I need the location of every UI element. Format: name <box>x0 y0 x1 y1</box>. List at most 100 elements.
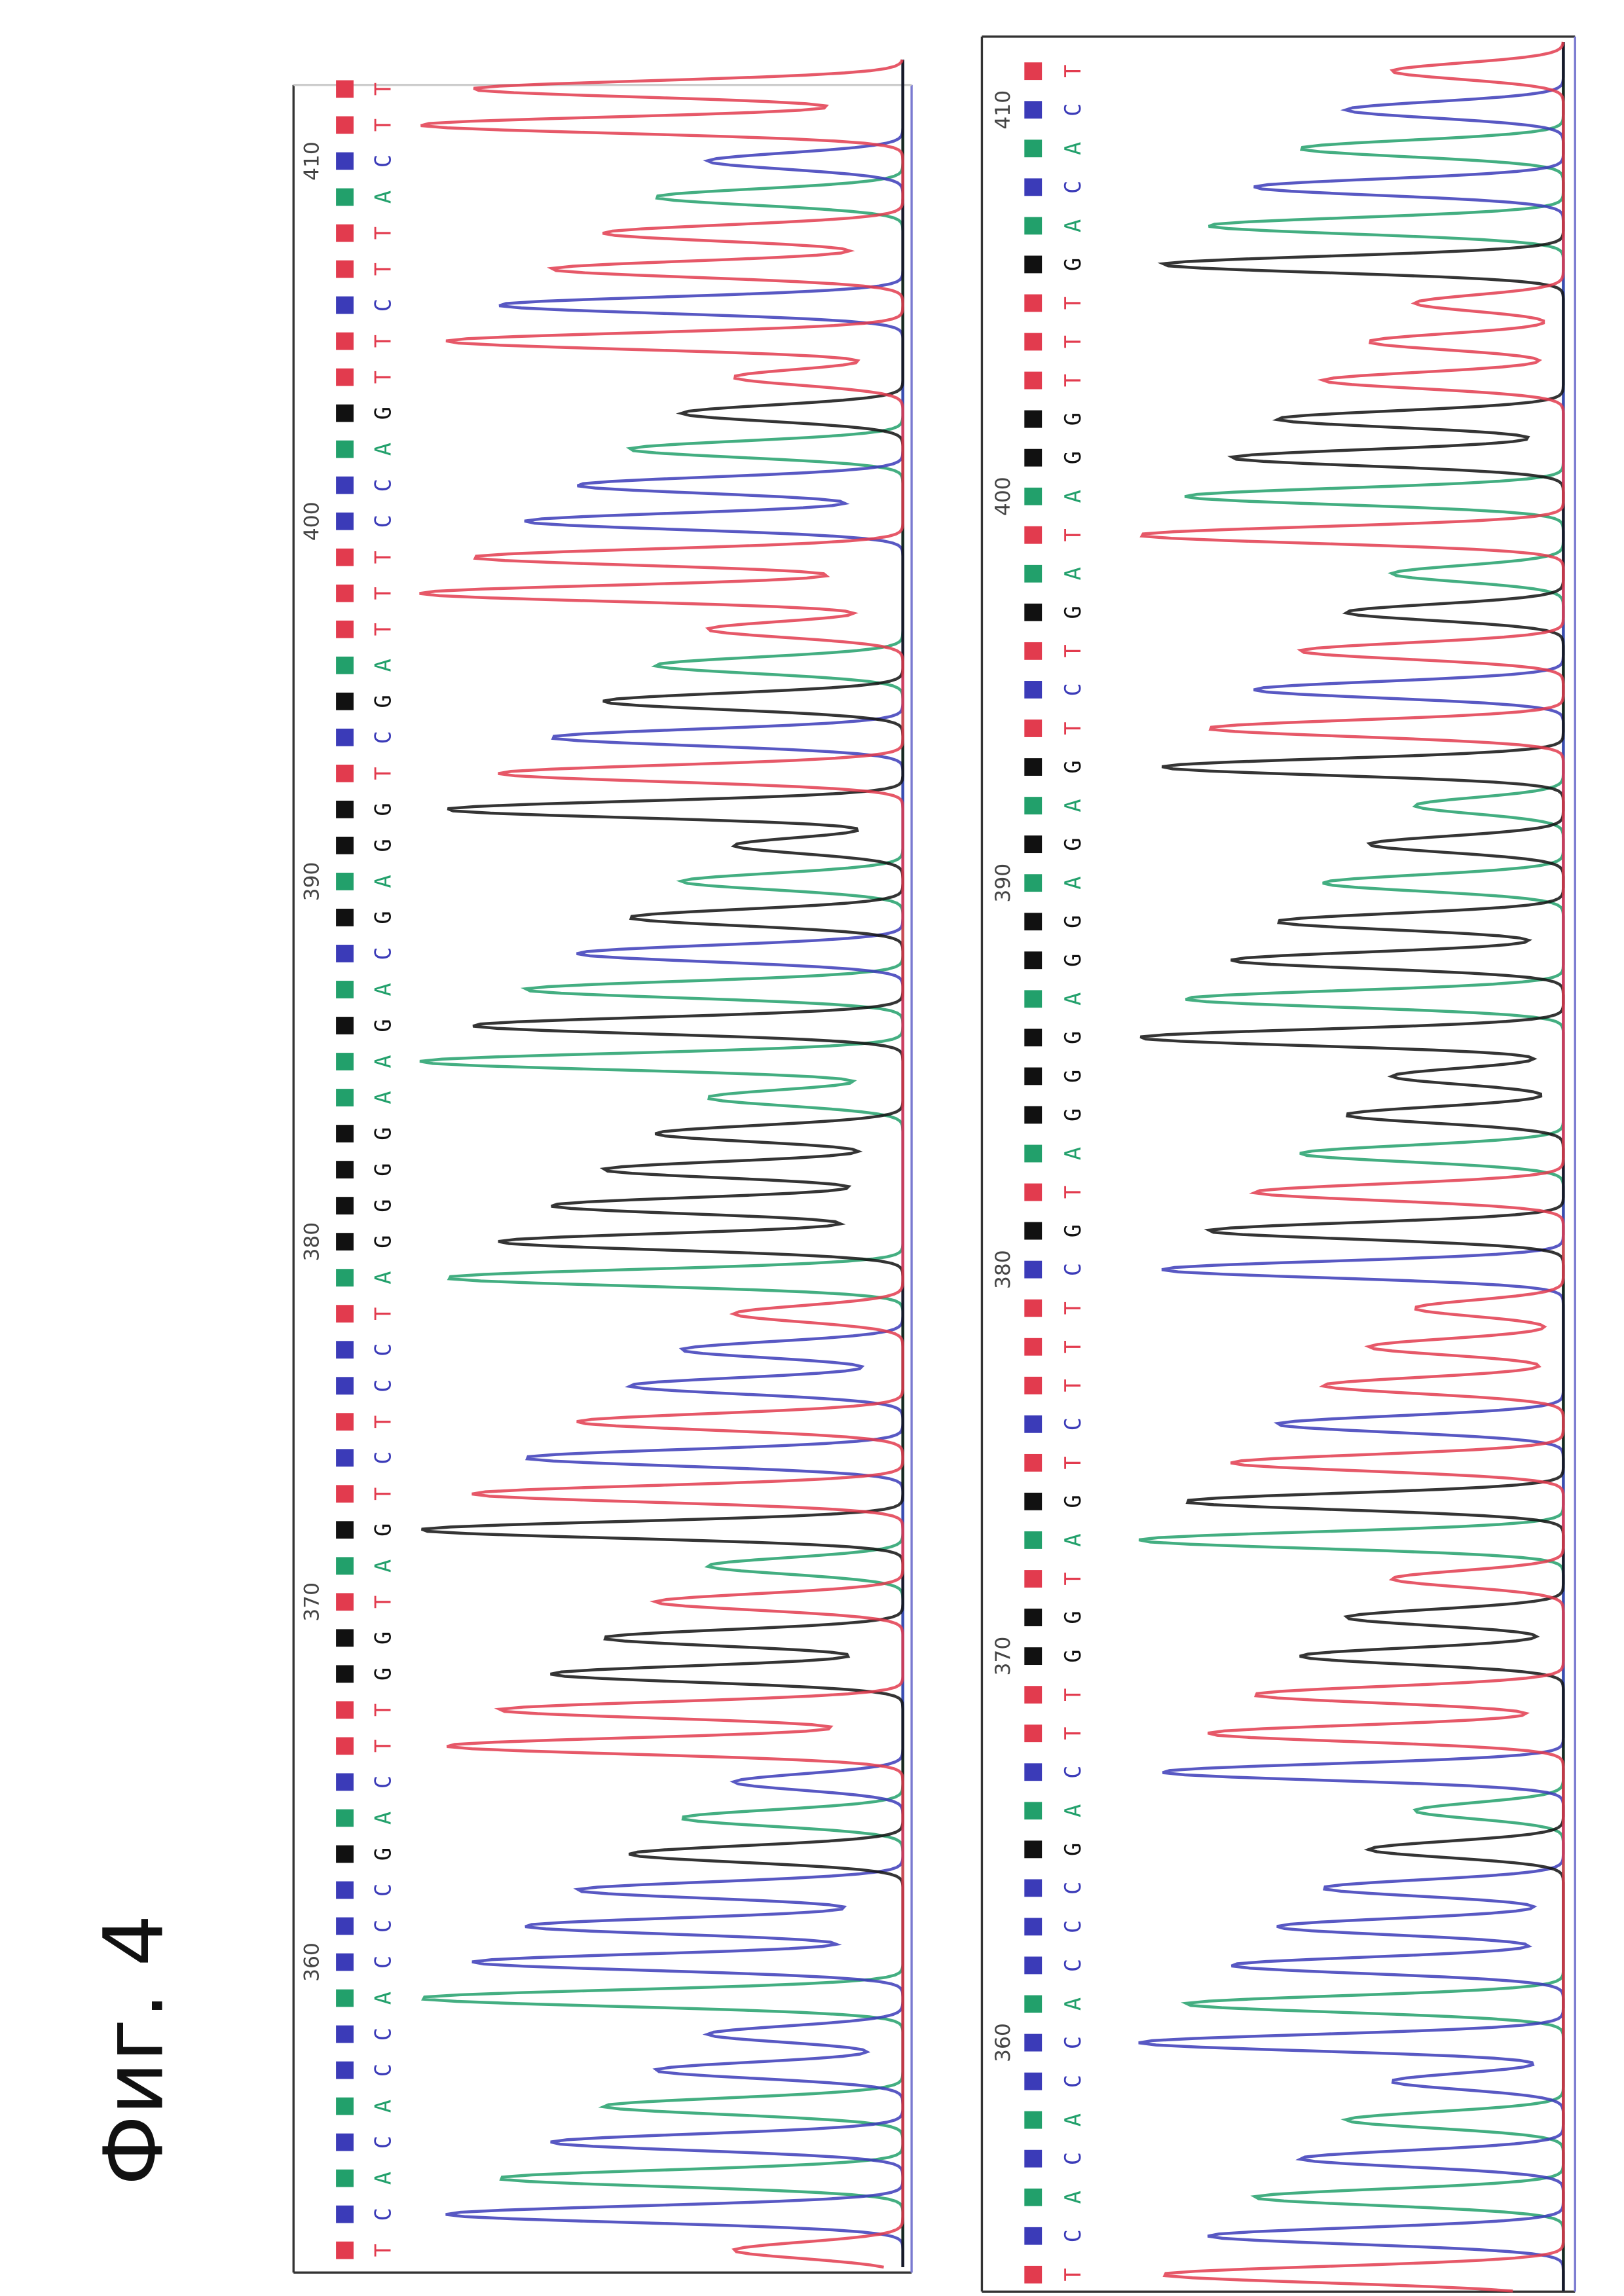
base-letter: T <box>370 623 396 636</box>
base-letter: G <box>370 1631 396 1645</box>
base-marker <box>336 2062 354 2079</box>
base-letter: C <box>370 2064 396 2077</box>
base-letter: G <box>1060 1495 1086 1508</box>
base-marker <box>336 945 354 962</box>
base-letter: A <box>370 659 396 672</box>
chromatogram-panel: 360370380390400410TCACACCACCCGACTTGGTAGT… <box>991 42 1563 2291</box>
base-marker <box>1024 1686 1042 1704</box>
base-letter: T <box>370 551 396 564</box>
base-marker <box>336 189 354 206</box>
page: Фиг. 4 360370380390400410TCACACCACCCGACT… <box>0 0 1624 2296</box>
base-marker <box>336 1449 354 1467</box>
base-marker <box>1024 2189 1042 2206</box>
base-letter: T <box>370 1704 396 1717</box>
base-marker <box>336 477 354 494</box>
base-marker <box>336 1269 354 1286</box>
base-letter: G <box>370 1848 396 1861</box>
base-marker <box>336 765 354 782</box>
base-letter: G <box>370 911 396 924</box>
base-letter: C <box>1060 103 1086 117</box>
base-marker <box>336 2026 354 2043</box>
base-letter: T <box>370 1487 396 1501</box>
base-marker <box>336 1233 354 1250</box>
base-letter: T <box>1060 374 1086 387</box>
base-letter: A <box>1060 1147 1086 1160</box>
base-marker <box>336 729 354 746</box>
base-marker <box>336 513 354 530</box>
position-label: 380 <box>991 1250 1015 1289</box>
base-letter: C <box>1060 1920 1086 1933</box>
position-label: 400 <box>300 501 323 541</box>
base-marker <box>336 1161 354 1178</box>
base-marker <box>1024 2073 1042 2090</box>
base-marker <box>1024 1029 1042 1046</box>
chromatogram-panel: 360370380390400410TCACACCACCCGACTTGGTAGT… <box>300 60 902 2267</box>
base-marker <box>1024 2227 1042 2245</box>
base-marker <box>1024 720 1042 737</box>
base-marker <box>1024 951 1042 969</box>
figure-label: Фиг. 4 <box>86 1914 182 2185</box>
base-letter: T <box>1060 1688 1086 1702</box>
base-marker <box>336 1701 354 1719</box>
base-letter: C <box>370 1343 396 1357</box>
base-marker <box>336 153 354 170</box>
base-marker <box>336 909 354 926</box>
base-marker <box>336 2170 354 2187</box>
base-marker <box>1024 1724 1042 1742</box>
base-marker <box>336 441 354 458</box>
base-letter: T <box>370 767 396 780</box>
base-letter: T <box>370 263 396 276</box>
base-letter: T <box>1060 1727 1086 1740</box>
base-letter: G <box>370 803 396 816</box>
base-marker <box>1024 178 1042 196</box>
base-marker <box>1024 2150 1042 2168</box>
base-letter: G <box>1060 606 1086 619</box>
base-letter: A <box>1060 993 1086 1006</box>
base-marker <box>1024 1493 1042 1510</box>
base-letter: A <box>370 2100 396 2113</box>
base-marker <box>336 1846 354 1863</box>
trace-a <box>1139 42 1563 2291</box>
base-letter: C <box>370 515 396 528</box>
base-letter: T <box>1060 1456 1086 1469</box>
base-letter: A <box>1060 490 1086 503</box>
position-label: 370 <box>991 1637 1015 1676</box>
base-letter: A <box>370 983 396 996</box>
base-marker <box>336 1810 354 1827</box>
base-marker <box>336 1341 354 1358</box>
base-letter: A <box>1060 1804 1086 1817</box>
position-label: 390 <box>991 864 1015 903</box>
base-letter: C <box>370 479 396 492</box>
base-letter: G <box>370 1523 396 1537</box>
base-marker <box>336 1197 354 1214</box>
base-letter: T <box>1060 721 1086 735</box>
base-marker <box>1024 139 1042 157</box>
base-letter: A <box>370 1992 396 2005</box>
base-letter: G <box>370 1019 396 1032</box>
base-marker <box>1024 372 1042 390</box>
base-marker <box>1024 1531 1042 1549</box>
base-letter: T <box>1060 1340 1086 1353</box>
base-letter: C <box>370 1451 396 1465</box>
base-letter: C <box>370 1776 396 1789</box>
base-letter: G <box>1060 1650 1086 1663</box>
base-letter: G <box>1060 1224 1086 1237</box>
base-letter: A <box>370 1091 396 1104</box>
base-marker <box>1024 874 1042 892</box>
base-letter: A <box>1060 2113 1086 2126</box>
base-letter: C <box>1060 181 1086 194</box>
base-marker <box>1024 835 1042 853</box>
base-marker <box>336 1413 354 1430</box>
base-marker <box>336 657 354 674</box>
base-letter: C <box>370 299 396 312</box>
base-marker <box>1024 1957 1042 1975</box>
base-marker <box>1024 758 1042 776</box>
base-letter: C <box>370 1379 396 1393</box>
base-marker <box>336 1521 354 1539</box>
base-letter: G <box>1060 1070 1086 1083</box>
base-marker <box>1024 681 1042 699</box>
base-letter: T <box>370 227 396 240</box>
base-marker <box>336 1377 354 1394</box>
base-letter: C <box>1060 1959 1086 1972</box>
base-marker <box>1024 565 1042 583</box>
